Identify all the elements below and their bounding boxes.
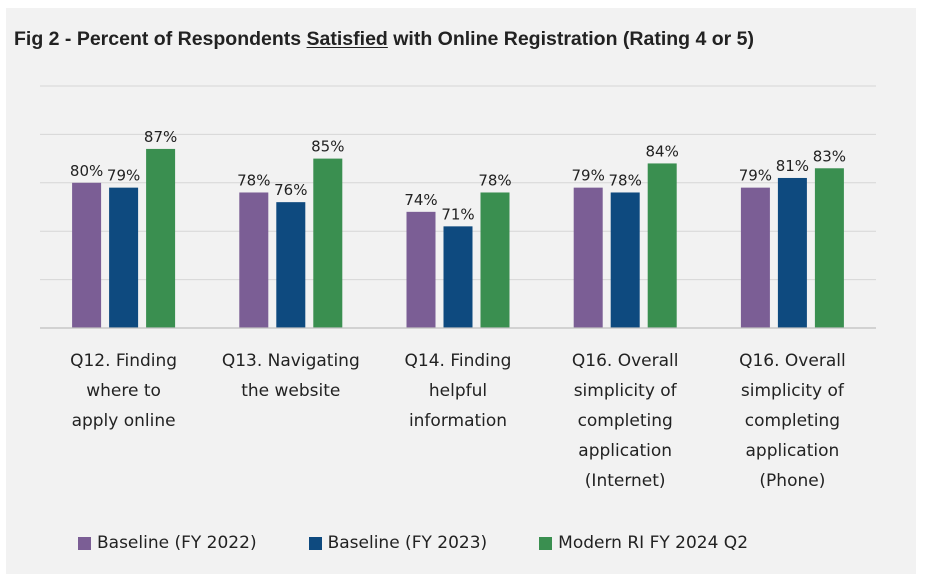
bar xyxy=(647,163,677,328)
category-label: Q16. Overall xyxy=(572,351,679,371)
data-label: 81% xyxy=(776,157,809,175)
legend-item-modern-ri: Modern RI FY 2024 Q2 xyxy=(539,533,748,553)
data-label: 71% xyxy=(441,205,474,223)
legend: Baseline (FY 2022) Baseline (FY 2023) Mo… xyxy=(78,528,800,558)
category-label: simplicity of xyxy=(741,381,845,401)
legend-item-baseline-2022: Baseline (FY 2022) xyxy=(78,533,257,553)
bar xyxy=(573,187,603,328)
category-label: the website xyxy=(241,381,340,401)
category-label: apply online xyxy=(72,411,176,431)
bar xyxy=(740,187,770,328)
legend-swatch-baseline-2022 xyxy=(78,536,91,550)
legend-swatch-baseline-2023 xyxy=(308,536,322,550)
legend-swatch-modern-ri xyxy=(539,536,553,550)
category-label: Q16. Overall xyxy=(739,351,846,371)
category-label: helpful xyxy=(429,381,487,401)
category-label: completing xyxy=(578,411,673,431)
bar xyxy=(313,158,343,328)
category-label: (Internet) xyxy=(585,471,666,491)
data-label: 79% xyxy=(107,167,140,185)
bar xyxy=(109,187,139,328)
title-suffix: with Online Registration (Rating 4 or 5) xyxy=(387,28,755,50)
data-label: 78% xyxy=(237,171,270,189)
data-label: 78% xyxy=(609,171,642,189)
data-label: 87% xyxy=(144,128,177,146)
category-label: Q12. Finding xyxy=(70,351,177,371)
data-label: 80% xyxy=(70,162,103,180)
title-emphasis: Satisfied xyxy=(306,28,388,50)
title-prefix: Fig 2 - Percent of Respondents xyxy=(14,28,307,50)
bar xyxy=(777,177,807,328)
legend-label-baseline-2022: Baseline (FY 2022) xyxy=(97,533,257,553)
data-label: 79% xyxy=(572,167,605,185)
legend-label-baseline-2023: Baseline (FY 2023) xyxy=(327,533,488,553)
data-label: 85% xyxy=(311,138,344,156)
bar xyxy=(276,202,306,328)
data-label: 74% xyxy=(404,191,437,209)
bar xyxy=(443,226,473,328)
category-label: completing xyxy=(745,411,840,431)
data-label: 83% xyxy=(813,147,846,165)
legend-item-baseline-2023: Baseline (FY 2023) xyxy=(308,533,488,553)
category-label: Q13. Navigating xyxy=(222,351,360,371)
category-label: application xyxy=(578,441,672,461)
category-label: where to xyxy=(86,381,161,401)
data-label: 78% xyxy=(478,171,511,189)
legend-label-modern-ri: Modern RI FY 2024 Q2 xyxy=(558,533,749,553)
data-label: 79% xyxy=(739,167,772,185)
bar xyxy=(72,182,102,328)
bar xyxy=(146,148,176,328)
chart-title: Fig 2 - Percent of Respondents Satisfied… xyxy=(14,28,754,51)
bar xyxy=(480,192,510,328)
category-label: (Phone) xyxy=(759,471,825,491)
data-label: 84% xyxy=(646,142,679,160)
bar xyxy=(610,192,640,328)
bar xyxy=(239,192,269,328)
category-label: Q14. Finding xyxy=(405,351,512,371)
category-label: simplicity of xyxy=(574,381,678,401)
bar xyxy=(406,211,436,328)
category-label: information xyxy=(409,411,507,431)
category-label: application xyxy=(746,441,840,461)
data-label: 76% xyxy=(274,181,307,199)
bar xyxy=(814,168,844,328)
